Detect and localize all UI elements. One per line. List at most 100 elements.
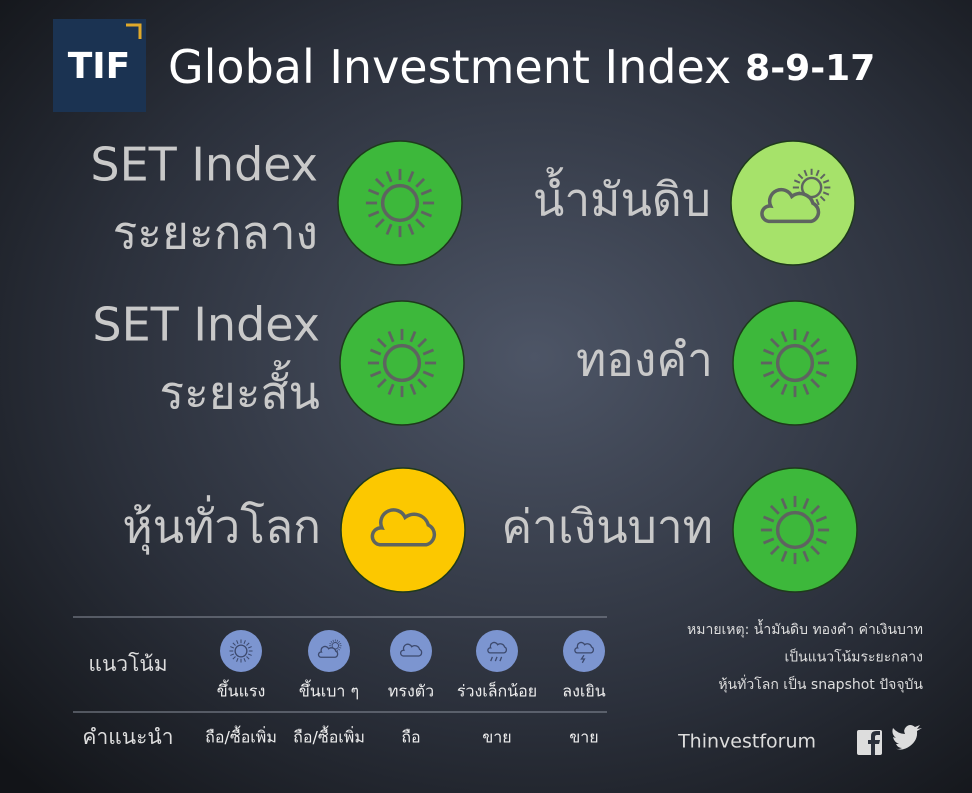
- sun-ray: [407, 223, 415, 236]
- sun-ray: [762, 348, 775, 356]
- sun-core: [234, 644, 248, 658]
- sun-core: [775, 510, 815, 550]
- sun-ray: [815, 537, 828, 545]
- sun-ray: [762, 515, 775, 523]
- title-date: 8-9-17: [745, 48, 875, 89]
- sun-ray: [822, 179, 830, 184]
- sun-ray: [802, 330, 810, 343]
- sun-ray: [336, 639, 339, 642]
- sun-ray: [810, 337, 821, 348]
- sun-ray: [246, 656, 250, 660]
- facebook-f: [868, 731, 880, 755]
- item-label: ระยะกลาง: [113, 206, 318, 260]
- note-line: หมายเหตุ: น้ำมันดิบ ทองคำ ค่าเงินบาท: [687, 619, 923, 638]
- legend-label: ขึ้นแรง: [217, 680, 266, 701]
- cloud: [762, 190, 819, 222]
- sun-ray: [243, 657, 246, 662]
- item-label: น้ำมันดิบ: [533, 167, 711, 227]
- sun-ray: [374, 218, 385, 229]
- sun-ray: [797, 173, 804, 180]
- sun-ray: [236, 640, 239, 645]
- sun-ray: [420, 188, 433, 196]
- sun-ray: [780, 330, 788, 343]
- sun-ray: [409, 330, 417, 343]
- sun-ray: [232, 642, 236, 646]
- sun-ray: [810, 545, 821, 556]
- sun-ray: [802, 550, 810, 563]
- sun-ray: [762, 537, 775, 545]
- sun-ray: [246, 642, 250, 646]
- legend-advice: ถือ/ซื้อเพิ่ม: [205, 726, 277, 747]
- legend-icon-bg: [220, 630, 262, 672]
- status-circle: [732, 300, 858, 426]
- sun-ray: [387, 383, 395, 396]
- rain-drop: [499, 656, 503, 662]
- trend-label: แนวโน้ม: [88, 652, 167, 676]
- rain-drop: [490, 656, 493, 662]
- logo-corner: [126, 23, 142, 39]
- sun-ray: [329, 642, 332, 645]
- sun-ray: [815, 198, 820, 206]
- sun-core: [380, 183, 420, 223]
- sun-ray: [369, 348, 382, 356]
- status-circle: [337, 140, 463, 266]
- sun-ray: [420, 210, 433, 218]
- sun-ray: [810, 378, 821, 389]
- sun-ray: [338, 648, 341, 651]
- sun-ray: [810, 504, 821, 515]
- sun-ray: [802, 383, 810, 396]
- sun-ray: [769, 504, 780, 515]
- sun-ray: [336, 649, 339, 652]
- advice-label: คำแนะนำ: [82, 725, 173, 749]
- note-line: เป็นแนวโน้มระยะกลาง: [784, 648, 923, 666]
- sun-ray: [780, 550, 788, 563]
- sun-ray: [769, 378, 780, 389]
- sun-ray: [247, 646, 252, 649]
- sun-ray: [339, 642, 342, 645]
- legend-advice: ถือ: [401, 728, 420, 747]
- sun-ray: [802, 497, 810, 510]
- sun-ray: [819, 195, 826, 202]
- sun-ray: [330, 641, 333, 643]
- cloud: [401, 644, 422, 656]
- sun-ray: [236, 657, 239, 662]
- title-text: Global Investment Index: [168, 40, 731, 94]
- sun-ray: [815, 370, 828, 378]
- sun-ray: [415, 218, 426, 229]
- sun-ray: [247, 653, 252, 656]
- sun-core: [800, 176, 823, 199]
- status-circle: [732, 467, 858, 593]
- sun-ray: [762, 370, 775, 378]
- sun-ray: [332, 639, 335, 642]
- sun-ray: [819, 173, 826, 180]
- item-label: ระยะสั้น: [159, 360, 320, 420]
- item-label: หุ้นทั่วโลก: [122, 495, 321, 556]
- legend-advice: ขาย: [482, 728, 511, 747]
- sun-ray: [780, 497, 788, 510]
- cloud: [372, 510, 434, 545]
- logo-box: [53, 19, 146, 112]
- sun-ray: [793, 179, 801, 184]
- logo-text: TIF: [68, 46, 131, 87]
- sun-ray: [385, 170, 393, 183]
- sun-ray: [374, 177, 385, 188]
- twitter-icon[interactable]: [892, 725, 922, 750]
- sun-ray: [815, 348, 828, 356]
- sun-ray: [243, 640, 246, 645]
- sun-ray: [769, 337, 780, 348]
- cloud: [488, 642, 507, 652]
- sun-ray: [815, 169, 820, 177]
- item-label: ค่าเงินบาท: [501, 500, 713, 554]
- sun-ray: [338, 641, 341, 643]
- sun-ray: [367, 188, 380, 196]
- sun-ray: [769, 545, 780, 556]
- legend-label: ทรงตัว: [388, 682, 434, 701]
- sun-ray: [417, 378, 428, 389]
- sun-ray: [339, 647, 342, 649]
- note-line: หุ้นทั่วโลก เป็น snapshot ปัจจุบัน: [718, 675, 923, 693]
- title: Global Investment Index 8-9-17: [168, 40, 875, 94]
- sun-ray: [385, 223, 393, 236]
- cloud: [318, 646, 337, 657]
